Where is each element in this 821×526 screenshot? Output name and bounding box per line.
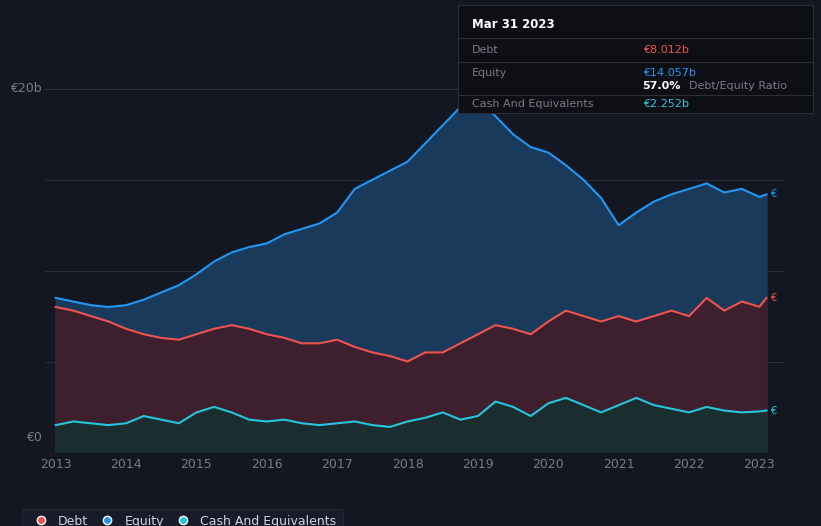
Text: €0: €0	[25, 431, 42, 444]
Text: €14.057b: €14.057b	[643, 68, 695, 78]
Text: €8.012b: €8.012b	[643, 45, 689, 55]
Text: Debt/Equity Ratio: Debt/Equity Ratio	[689, 80, 787, 90]
Text: Cash And Equivalents: Cash And Equivalents	[472, 99, 594, 109]
Text: Mar 31 2023: Mar 31 2023	[472, 18, 555, 31]
Text: €: €	[770, 293, 776, 303]
Legend: Debt, Equity, Cash And Equivalents: Debt, Equity, Cash And Equivalents	[22, 509, 342, 526]
Text: €: €	[770, 406, 776, 416]
Text: €20b: €20b	[10, 83, 42, 95]
Text: Equity: Equity	[472, 68, 507, 78]
Text: €: €	[770, 189, 776, 199]
Text: €2.252b: €2.252b	[643, 99, 689, 109]
Text: Debt: Debt	[472, 45, 499, 55]
Text: 57.0%: 57.0%	[643, 80, 681, 90]
